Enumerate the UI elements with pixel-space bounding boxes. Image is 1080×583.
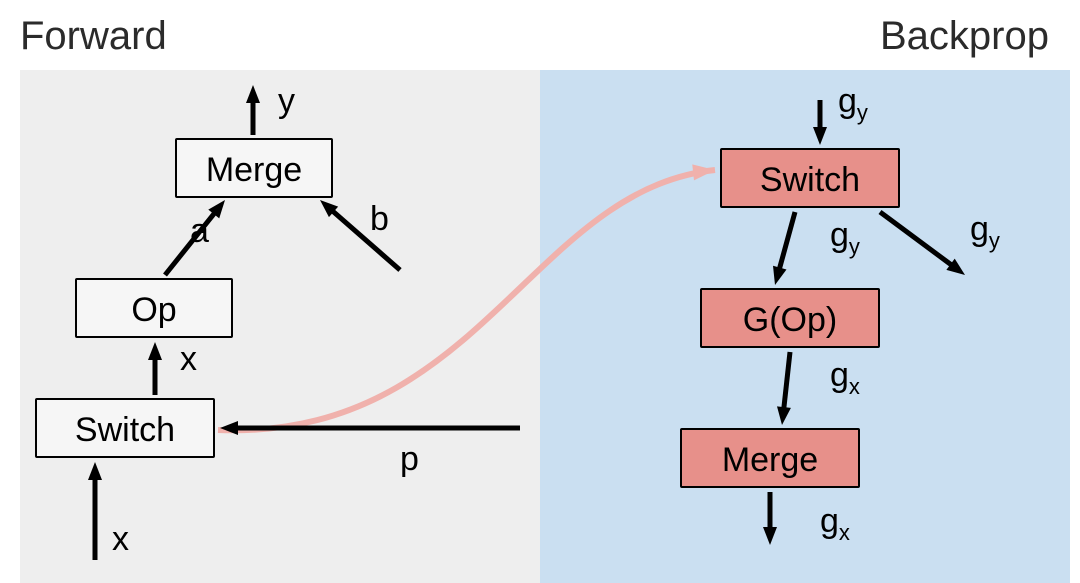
- label-gy2-sub: y: [849, 234, 860, 259]
- forward-switch-node: Switch: [35, 398, 215, 458]
- label-b: b: [370, 200, 389, 239]
- label-p-text: p: [400, 440, 419, 478]
- backprop-merge-node: Merge: [680, 428, 860, 488]
- label-y-text: y: [278, 82, 295, 120]
- label-x1: x: [180, 340, 197, 379]
- forward-merge-node: Merge: [175, 138, 333, 198]
- label-gy1-text: g: [838, 82, 857, 120]
- label-x1-text: x: [180, 340, 197, 378]
- label-gy3-sub: y: [989, 228, 1000, 253]
- label-gx2: gx: [820, 502, 850, 546]
- label-b-text: b: [370, 200, 389, 238]
- label-gy2-text: g: [830, 216, 849, 254]
- diagram-container: Forward Backprop Merge Op Switch Switch …: [0, 0, 1080, 583]
- label-a-text: a: [190, 212, 209, 250]
- label-gy3-text: g: [970, 210, 989, 248]
- forward-title: Forward: [20, 14, 167, 59]
- label-gy2: gy: [830, 216, 860, 260]
- backprop-gop-node: G(Op): [700, 288, 880, 348]
- forward-op-node: Op: [75, 278, 233, 338]
- label-gx2-sub: x: [839, 520, 850, 545]
- label-y: y: [278, 82, 295, 121]
- label-gx2-text: g: [820, 502, 839, 540]
- label-p: p: [400, 440, 419, 479]
- label-a: a: [190, 212, 209, 251]
- label-gy1: gy: [838, 82, 868, 126]
- backprop-title: Backprop: [880, 14, 1049, 59]
- label-gy3: gy: [970, 210, 1000, 254]
- label-gx1-text: g: [830, 356, 849, 394]
- label-gy1-sub: y: [857, 100, 868, 125]
- label-gx1-sub: x: [849, 374, 860, 399]
- label-x2: x: [112, 520, 129, 559]
- label-gx1: gx: [830, 356, 860, 400]
- backprop-switch-node: Switch: [720, 148, 900, 208]
- label-x2-text: x: [112, 520, 129, 558]
